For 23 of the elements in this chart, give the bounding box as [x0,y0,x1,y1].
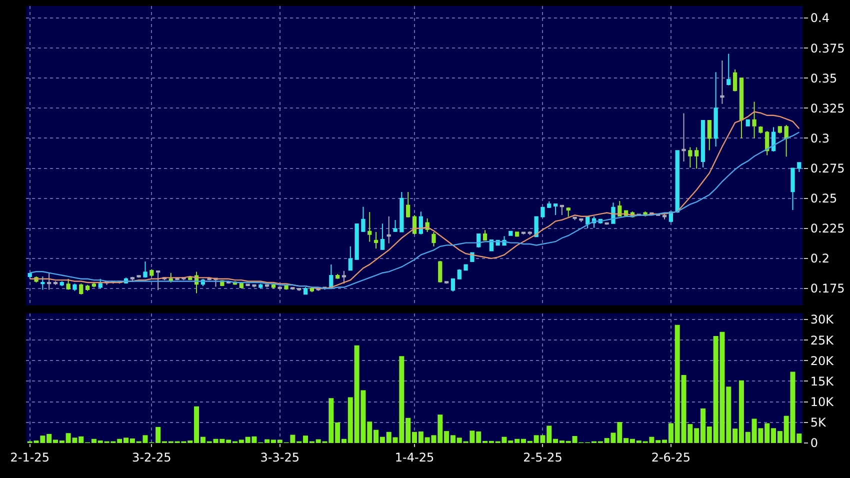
x-tick-label: 1-4-25 [394,450,434,464]
y-tick-label: 0.225 [810,222,845,236]
y-tick-label: 5K [810,416,828,430]
y-tick-label: 0.25 [810,192,838,206]
y-tick-label: 0.325 [810,101,845,116]
y-tick-label: 30K [810,312,835,327]
y-tick-label: 0.4 [810,11,830,26]
y-tick-label: 0.175 [810,282,845,296]
x-tick-label: 2-5-25 [523,450,562,464]
y-tick-label: 10K [810,395,835,410]
y-tick-label: 25K [810,333,835,348]
x-tick-label: 2-1-25 [10,450,50,464]
y-tick-label: 20K [810,354,835,368]
y-tick-label: 15K [810,374,835,388]
y-tick-label: 0.275 [810,161,845,176]
y-tick-label: 0 [810,436,818,450]
y-tick-label: 0.2 [810,252,830,266]
y-tick-label: 0.3 [810,131,830,146]
x-tick-label: 3-3-25 [260,450,300,464]
y-tick-label: 0.375 [810,41,845,56]
y-tick-label: 0.35 [810,71,838,86]
x-tick-label: 3-2-25 [132,450,172,464]
x-tick-label: 2-6-25 [651,450,691,464]
